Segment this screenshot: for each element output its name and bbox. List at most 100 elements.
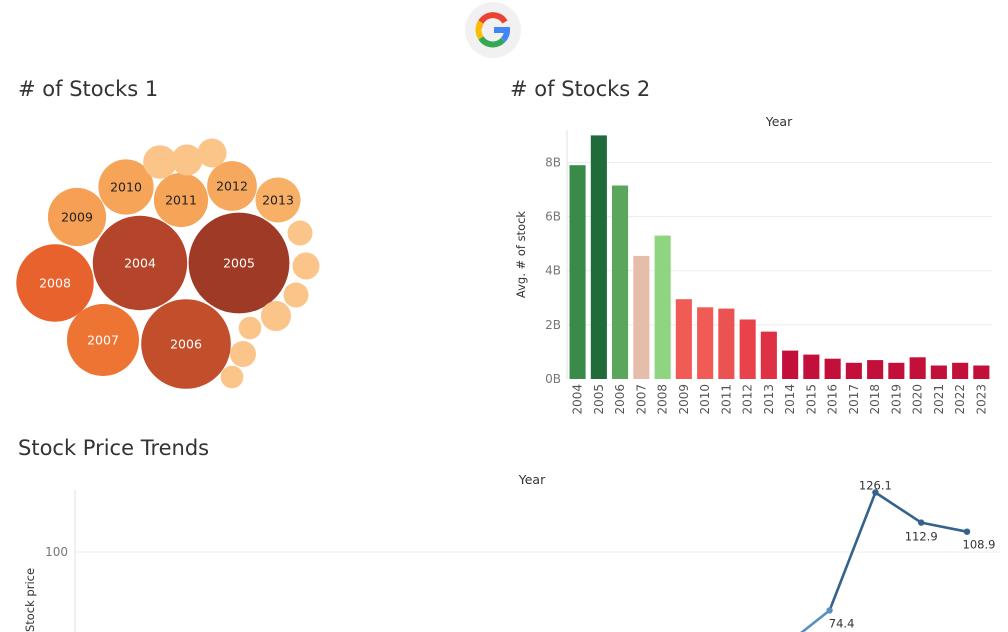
bubble-2012[interactable] bbox=[207, 161, 257, 211]
bubble-unlabeled[interactable] bbox=[261, 301, 291, 331]
bubble-label: 2007 bbox=[87, 333, 119, 348]
bar-chart-x-tick: 2009 bbox=[677, 384, 691, 415]
bubble-2008[interactable] bbox=[16, 244, 94, 322]
bar-chart-x-tick: 2016 bbox=[826, 384, 840, 415]
bubble-2004[interactable] bbox=[92, 215, 188, 311]
bubble-label: 2008 bbox=[39, 276, 71, 291]
bar-2022[interactable] bbox=[952, 362, 969, 379]
bar-2015[interactable] bbox=[803, 354, 820, 379]
bubble-label: 2011 bbox=[165, 193, 197, 208]
bar-chart-x-tick: 2011 bbox=[719, 384, 733, 415]
bar-chart-title: # of Stocks 2 bbox=[510, 77, 651, 101]
bar-chart-x-tick: 2013 bbox=[762, 384, 776, 415]
line-point-108.9[interactable] bbox=[963, 528, 971, 535]
line-point-112.9[interactable] bbox=[918, 519, 925, 526]
bar-2018[interactable] bbox=[867, 360, 884, 379]
bar-chart-x-tick: 2020 bbox=[911, 384, 925, 415]
line-segment bbox=[800, 609, 831, 632]
line-point-74.4[interactable] bbox=[826, 607, 833, 614]
bubble-label: 2004 bbox=[124, 256, 156, 271]
line-data-label: 74.4 bbox=[829, 616, 855, 630]
bar-chart-x-tick: 2023 bbox=[974, 384, 988, 415]
bubble-unlabeled[interactable] bbox=[220, 365, 244, 389]
bar-chart-y-tick: 8B bbox=[545, 155, 561, 169]
bar-2005[interactable] bbox=[590, 135, 607, 379]
bubble-unlabeled[interactable] bbox=[143, 145, 177, 179]
bubble-label: 2010 bbox=[110, 180, 142, 195]
line-segment bbox=[919, 521, 969, 534]
bar-chart-x-tick: 2008 bbox=[656, 384, 670, 415]
bar-2017[interactable] bbox=[845, 362, 862, 379]
bar-2021[interactable] bbox=[930, 365, 947, 380]
bubble-label: 2013 bbox=[262, 193, 294, 208]
bubble-2007[interactable] bbox=[67, 304, 139, 376]
bar-2020[interactable] bbox=[909, 357, 926, 379]
bar-chart-x-tick: 2015 bbox=[804, 384, 818, 415]
line-chart-title: Stock Price Trends bbox=[18, 436, 210, 460]
bar-2023[interactable] bbox=[973, 365, 990, 380]
bubble-unlabeled[interactable] bbox=[238, 316, 262, 340]
bar-chart-x-tick: 2005 bbox=[592, 384, 606, 415]
bar-chart-y-tick: 6B bbox=[545, 210, 561, 224]
bar-2012[interactable] bbox=[739, 319, 756, 380]
bar-2007[interactable] bbox=[633, 255, 650, 379]
bar-chart-x-tick: 2010 bbox=[698, 384, 712, 415]
line-chart-header: Year bbox=[518, 472, 546, 487]
bar-chart-x-tick: 2021 bbox=[932, 384, 946, 415]
bar-chart-y-tick: 4B bbox=[545, 264, 561, 278]
bar-2008[interactable] bbox=[654, 235, 671, 379]
bubble-label: 2009 bbox=[61, 210, 93, 225]
bubble-2013[interactable] bbox=[255, 177, 301, 223]
line-data-label: 108.9 bbox=[963, 538, 996, 552]
bar-2004[interactable] bbox=[569, 165, 586, 379]
bar-chart-x-tick: 2014 bbox=[783, 384, 797, 415]
bar-2013[interactable] bbox=[760, 331, 777, 379]
bar-2006[interactable] bbox=[612, 185, 629, 380]
line-chart-y-axis-label: Stock price bbox=[23, 568, 37, 632]
bar-2011[interactable] bbox=[718, 308, 735, 379]
line-data-label: 112.9 bbox=[905, 530, 938, 544]
bar-2019[interactable] bbox=[888, 362, 905, 379]
bar-chart-header: Year bbox=[765, 114, 793, 129]
bubble-chart-title: # of Stocks 1 bbox=[18, 77, 159, 101]
bubble-unlabeled[interactable] bbox=[197, 138, 227, 168]
bubble-unlabeled[interactable] bbox=[171, 144, 203, 176]
line-segment bbox=[828, 491, 877, 612]
bar-chart-x-tick: 2004 bbox=[571, 384, 585, 415]
bubble-2005[interactable] bbox=[188, 212, 290, 314]
line-chart-y-tick: 100 bbox=[45, 545, 68, 559]
bubble-label: 2012 bbox=[216, 179, 248, 194]
bubble-unlabeled[interactable] bbox=[292, 252, 320, 280]
line-segment bbox=[874, 491, 923, 524]
bar-chart: Year Avg. # of stock 0B 2B 4B 6B 8B 2004 2005 200… bbox=[514, 114, 992, 415]
bubble-label: 2005 bbox=[223, 256, 255, 271]
bar-2009[interactable] bbox=[675, 299, 692, 379]
bar-chart-x-tick: 2022 bbox=[953, 384, 967, 415]
google-g-logo-icon bbox=[465, 2, 521, 58]
bubble-unlabeled[interactable] bbox=[283, 282, 309, 308]
bubble-2006[interactable] bbox=[141, 299, 231, 389]
bar-2016[interactable] bbox=[824, 358, 841, 379]
line-data-label: 126.1 bbox=[859, 479, 892, 493]
bar-chart-x-tick: 2006 bbox=[613, 384, 627, 415]
bar-chart-x-tick: 2012 bbox=[741, 384, 755, 415]
bubble-unlabeled[interactable] bbox=[230, 341, 256, 367]
bubble-chart: 2004 2005 2006 2007 2008 2009 2010 2011 2012 2013 bbox=[16, 138, 320, 389]
bar-chart-x-tick: 2018 bbox=[868, 384, 882, 415]
bar-chart-x-tick: 2019 bbox=[889, 384, 903, 415]
bar-2010[interactable] bbox=[697, 307, 714, 379]
bar-chart-x-tick: 2017 bbox=[847, 384, 861, 415]
bar-chart-y-tick: 2B bbox=[545, 318, 561, 332]
bubble-label: 2006 bbox=[170, 337, 202, 352]
bubble-unlabeled[interactable] bbox=[287, 220, 313, 246]
line-point-126.1[interactable] bbox=[872, 489, 879, 496]
bar-2014[interactable] bbox=[782, 350, 799, 379]
bar-chart-x-tick: 2007 bbox=[634, 384, 648, 415]
bubble-2010[interactable] bbox=[98, 159, 154, 215]
bubble-2009[interactable] bbox=[47, 187, 107, 247]
bubble-2011[interactable] bbox=[153, 172, 209, 228]
bar-chart-y-axis-label: Avg. # of stock bbox=[514, 211, 528, 299]
bar-chart-y-tick: 0B bbox=[545, 372, 561, 386]
